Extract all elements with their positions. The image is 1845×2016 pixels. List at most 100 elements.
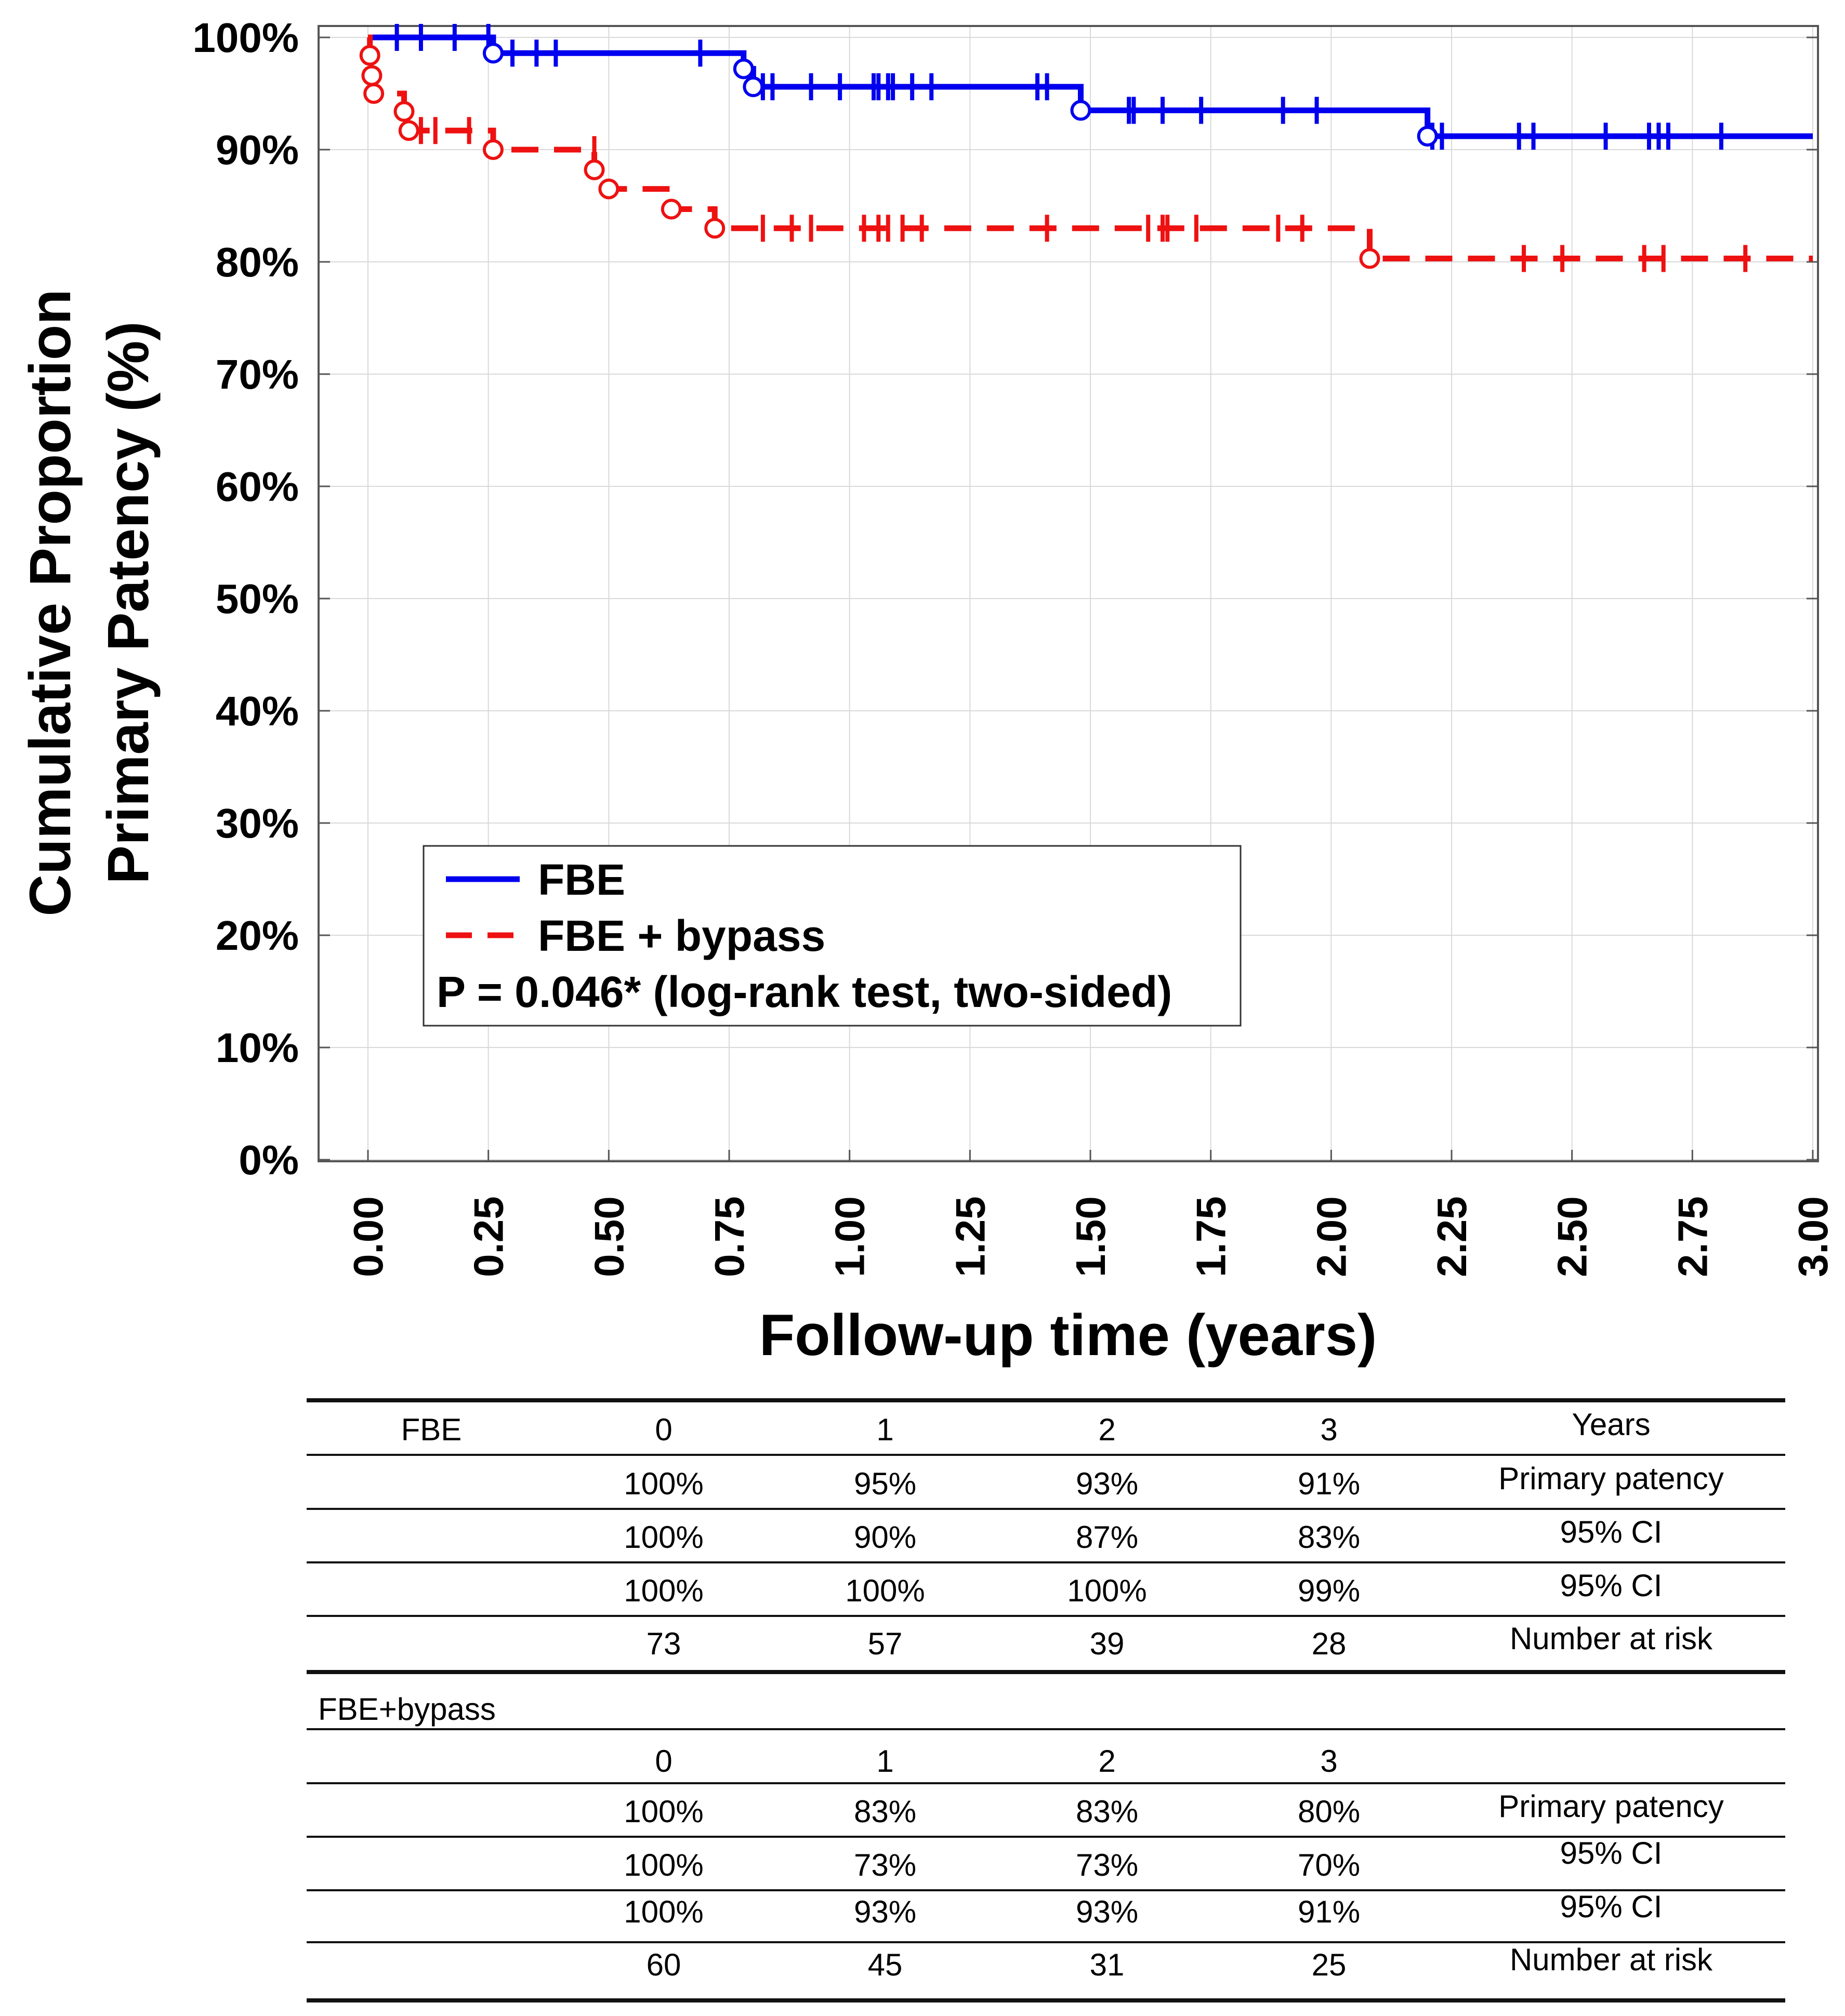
fbe-bypass-event-marker [363,83,385,104]
fbe-bypass-event-marker [393,101,415,122]
life-table: FBE 0 1 2 3 Years 100% 95% 93% 91% Primary patency… [307,1398,1785,2002]
table-cells: FBE 0 1 2 3 Years 100% 95% 93% 91% Primary patency… [318,1407,1724,1982]
x-tick-label: 2.25 [1429,1196,1475,1277]
x-tick-label: 0.75 [706,1196,753,1277]
x-axis-ticks: 0.00 0.25 0.50 0.75 1.00 1.25 1.50 1.75 2.00 2.25… [345,1150,1836,1277]
x-tick-label: 0.00 [345,1196,391,1277]
x-tick-label: 1.25 [947,1196,993,1277]
fbe-group-label: FBE [401,1412,462,1447]
bypass-table-cell: 73% [1076,1848,1138,1882]
bypass-table-cell: 31 [1090,1947,1125,1982]
x-tick-label: 2.75 [1669,1196,1716,1277]
fbe-bypass-event-marker [1359,248,1380,269]
y-axis-ticks: 0% 10% 20% 30% 40% 50% 60% 70% 80% 90% 100% [192,15,1818,1183]
fbe-event-marker [482,43,504,64]
fbe-table-cell: 87% [1076,1520,1138,1555]
legend-pvalue: P = 0.046* (log-rank test, two-sided) [437,967,1172,1016]
fbe-row-label: Primary patency [1498,1461,1723,1496]
bypass-table-cell: 100% [624,1894,703,1929]
legend-bypass-label: FBE + bypass [538,911,825,960]
fbe-bypass-event-marker [661,198,682,220]
fbe-year-header: 0 [655,1412,672,1447]
y-tick-label: 100% [192,15,299,61]
x-tick-label: 1.75 [1188,1196,1234,1277]
fbe-year-header: 3 [1320,1412,1337,1447]
fbe-year-header: 2 [1098,1412,1115,1447]
y-tick-label: 10% [216,1025,299,1071]
legend-fbe-label: FBE [538,855,625,904]
fbe-table-cell: 57 [868,1626,903,1661]
fbe-table-cell: 73 [647,1626,681,1661]
legend-box [423,845,1242,1027]
y-tick-label: 70% [216,351,299,397]
fbe-table-cell: 99% [1298,1573,1360,1608]
fbe-bypass-event-marker [359,45,380,66]
fbe-event-marker [733,58,754,79]
fbe-table-cell: 100% [624,1466,703,1501]
fbe-table-cell: 39 [1090,1626,1125,1661]
fbe-row-label: Number at risk [1510,1621,1713,1656]
y-axis-title-line2: Primary Patency (%) [96,321,161,884]
bypass-table-cell: 25 [1312,1947,1347,1982]
plot-frame [318,25,1819,1162]
fbe-event-marker [1417,126,1438,147]
y-tick-label: 90% [216,127,299,173]
fbe-table-cell: 28 [1312,1626,1347,1661]
fbe-event-marker [1070,100,1091,121]
fbe-table-cell: 90% [854,1520,916,1555]
fbe-table-cell: 100% [845,1573,925,1608]
bypass-table-cell: 45 [868,1947,903,1982]
bypass-year-header: 1 [876,1744,893,1779]
x-tick-label: 0.25 [466,1196,512,1277]
x-tick-label: 2.50 [1549,1196,1596,1277]
bypass-table-cell: 93% [854,1894,916,1929]
table-rules [307,1398,1785,2002]
y-tick-label: 20% [216,912,299,959]
bypass-table-cell: 83% [1076,1794,1138,1829]
bypass-row-label: 95% CI [1560,1889,1663,1924]
survival-curves [359,24,1813,272]
bypass-year-header: 0 [655,1744,672,1779]
bypass-group-label: FBE+bypass [318,1692,496,1727]
km-plot: 0%10%20%30%40%50%60%70%80%90%100% 0.00 0.… [192,15,1836,1277]
bypass-table-cell: 100% [624,1848,703,1882]
bypass-row-label: Number at risk [1510,1942,1713,1977]
bypass-table-cell: 70% [1298,1848,1360,1882]
x-tick-label: 1.00 [827,1196,873,1277]
bypass-table-cell: 93% [1076,1894,1138,1929]
bypass-table-cell: 60 [647,1947,681,1982]
fbe-bypass-event-marker [704,218,726,239]
fbe-row-label: 95% CI [1560,1515,1663,1549]
x-tick-label: 2.00 [1308,1196,1354,1277]
y-tick-label: 60% [216,463,299,510]
x-tick-label: 1.50 [1068,1196,1114,1277]
bypass-year-header: 2 [1098,1744,1115,1779]
years-header: Years [1572,1407,1650,1442]
bypass-table-cell: 80% [1298,1794,1360,1829]
fbe-year-header: 1 [876,1412,893,1447]
fbe-table-cell: 100% [624,1573,703,1608]
bypass-row-label: 95% CI [1560,1836,1663,1871]
y-tick-label: 50% [216,576,299,622]
x-axis-title: Follow-up time (years) [759,1303,1377,1368]
y-tick-label: 40% [216,688,299,734]
fbe-row-label: 95% CI [1560,1568,1663,1603]
fbe-bypass-event-marker [598,178,620,200]
y-axis-title-line1: Cumulative Proportion [18,289,83,916]
fbe-event-marker [743,76,764,98]
x-tick-label: 3.00 [1790,1196,1836,1277]
bypass-year-header: 3 [1320,1744,1337,1779]
y-tick-label: 30% [216,800,299,846]
bypass-row-label: Primary patency [1498,1789,1723,1824]
fbe-bypass-event-marker [482,139,504,160]
fbe-bypass-event-marker [361,65,383,86]
bypass-table-cell: 91% [1298,1894,1360,1929]
y-tick-label: 0% [239,1137,299,1183]
fbe-table-cell: 100% [624,1520,703,1555]
fbe-bypass-event-marker [398,120,419,141]
bypass-table-cell: 73% [854,1848,916,1882]
legend: FBE FBE + bypass P = 0.046* (log-rank te… [423,845,1242,1027]
fbe-table-cell: 93% [1076,1466,1138,1501]
fbe-table-cell: 100% [1067,1573,1146,1608]
